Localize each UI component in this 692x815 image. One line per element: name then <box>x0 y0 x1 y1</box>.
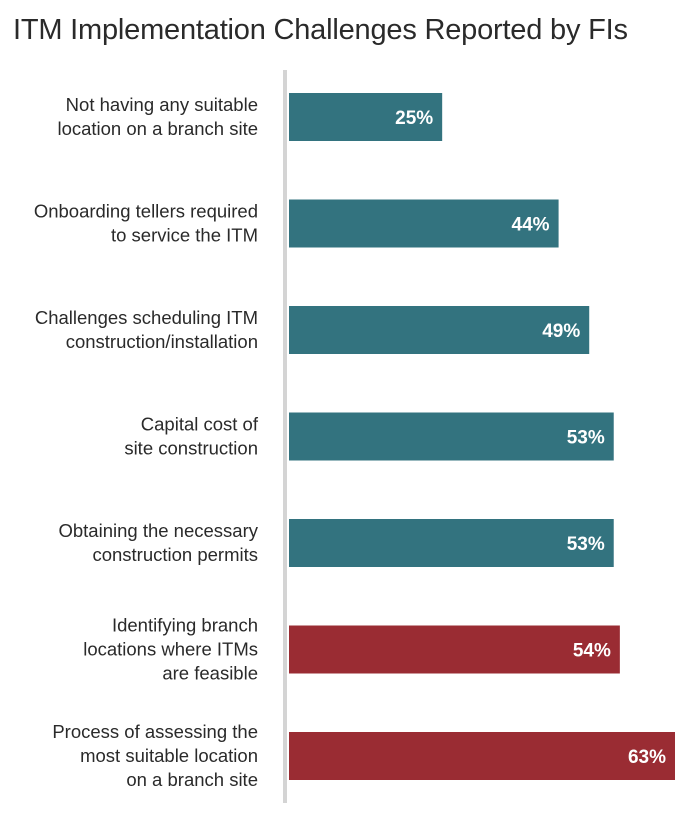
category-label-4-line-2: site construction <box>124 438 258 459</box>
category-label-5-line-2: construction permits <box>92 544 258 565</box>
category-label-6: Identifying branch locations where ITMs ar… <box>83 615 258 684</box>
category-label-2-line-1: Onboarding tellers required <box>34 201 258 222</box>
value-label-2: 44% <box>512 215 550 236</box>
category-label-5: Obtaining the necessary construction perm… <box>58 520 258 565</box>
chart-title: ITM Implementation Challenges Reported b… <box>13 14 628 46</box>
bar-7 <box>289 732 675 780</box>
bar-6 <box>289 625 620 674</box>
category-label-1-line-2: location on a branch site <box>57 118 258 139</box>
bar-5 <box>289 519 614 567</box>
category-labels-layer: Not having any suitable location on a bra… <box>34 94 259 790</box>
category-label-6-line-2: locations where ITMs <box>83 639 258 660</box>
category-label-4: Capital cost of site construction <box>124 414 259 459</box>
bar-4 <box>289 412 614 461</box>
bar-2 <box>289 199 559 248</box>
category-label-7-line-2: most suitable location <box>80 745 258 766</box>
value-label-1: 25% <box>395 108 433 129</box>
value-label-3: 49% <box>542 321 580 342</box>
category-label-7-line-1: Process of assessing the <box>52 721 258 742</box>
category-label-6-line-1: Identifying branch <box>112 615 258 636</box>
value-label-5: 53% <box>567 534 605 555</box>
category-label-1-line-1: Not having any suitable <box>66 94 258 115</box>
bars-layer <box>289 93 675 780</box>
category-label-3: Challenges scheduling ITM construction/in… <box>35 307 258 352</box>
value-label-4: 53% <box>567 428 605 449</box>
category-label-6-line-3: are feasible <box>162 663 258 684</box>
bar-3 <box>289 306 590 354</box>
category-label-2-line-2: to service the ITM <box>111 225 258 246</box>
category-label-1: Not having any suitable location on a bra… <box>57 94 258 139</box>
category-label-7: Process of assessing the most suitable lo… <box>52 721 258 790</box>
value-label-7: 63% <box>628 747 666 768</box>
value-label-6: 54% <box>573 641 611 662</box>
value-labels-layer: 25% 44% 49% 53% 53% 54% 63% <box>395 108 666 768</box>
category-label-7-line-3: on a branch site <box>126 769 258 790</box>
bar-1 <box>289 93 443 141</box>
category-label-3-line-2: construction/installation <box>66 331 258 352</box>
category-label-3-line-1: Challenges scheduling ITM <box>35 307 258 328</box>
category-label-5-line-1: Obtaining the necessary <box>58 520 258 541</box>
category-label-2: Onboarding tellers required to service th… <box>34 201 258 246</box>
category-label-4-line-1: Capital cost of <box>141 414 259 435</box>
